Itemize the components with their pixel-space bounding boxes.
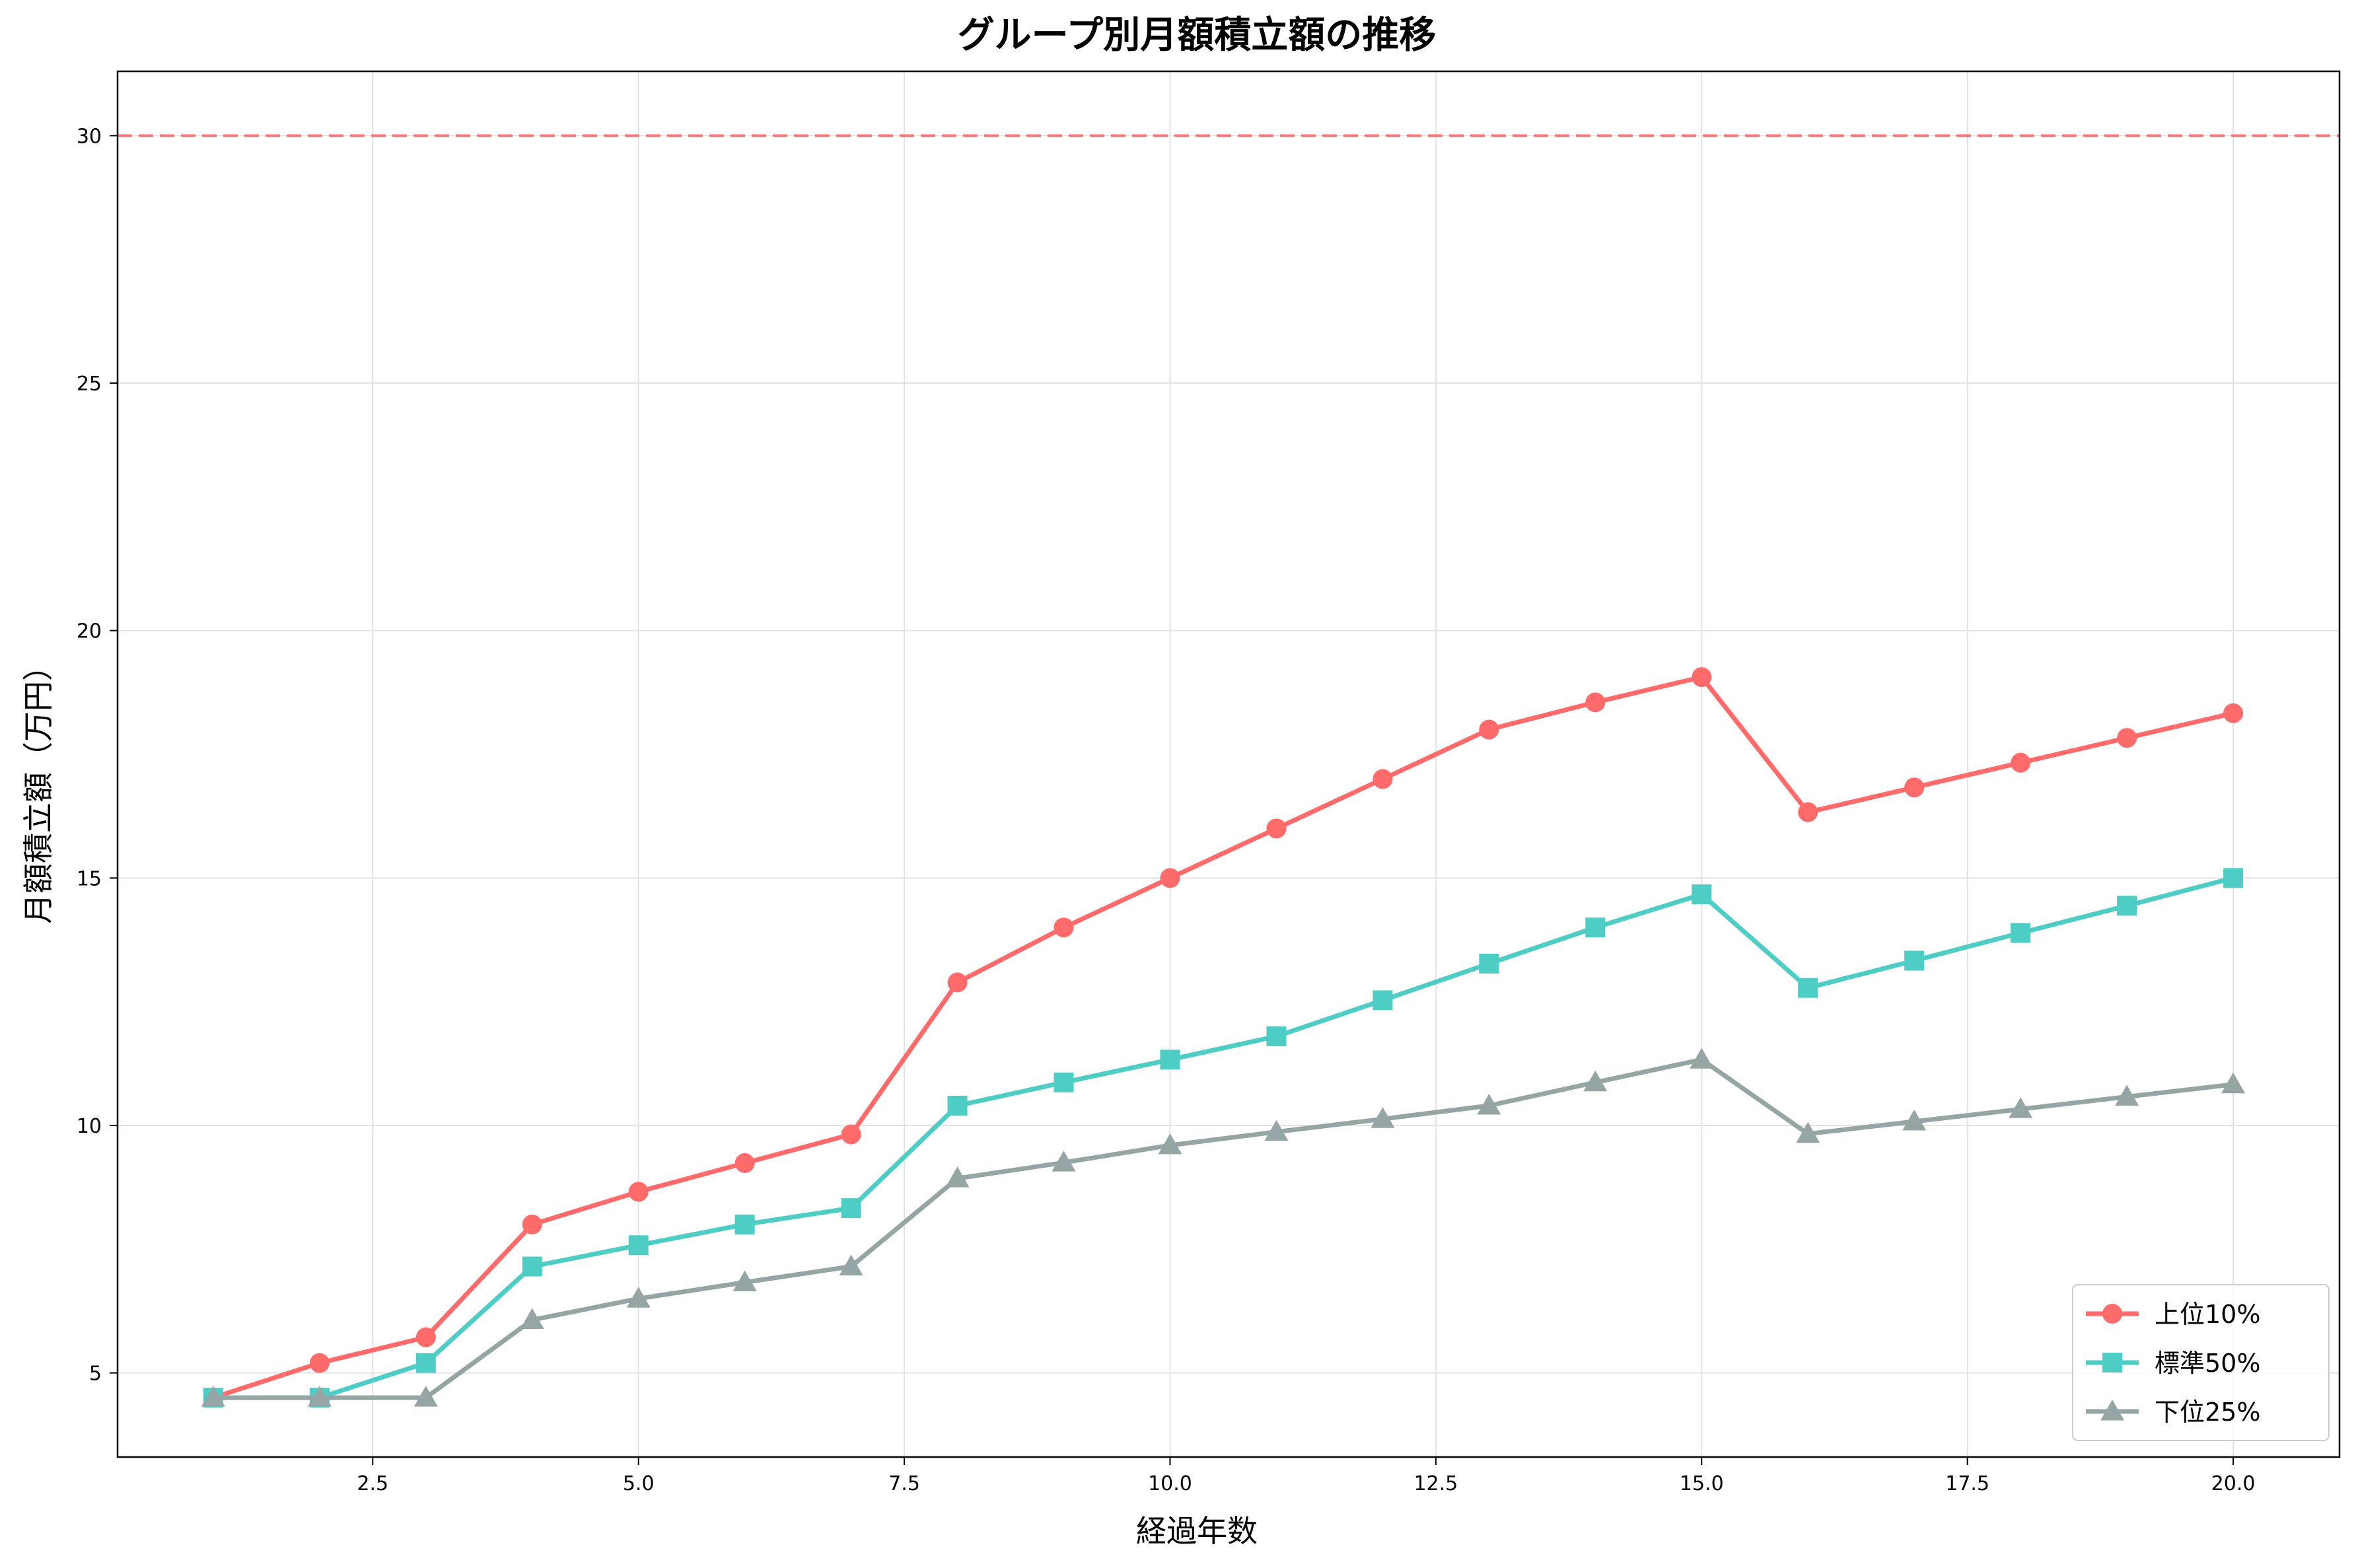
data-point bbox=[1585, 692, 1606, 713]
data-point bbox=[1798, 978, 1818, 998]
data-point bbox=[1798, 802, 1818, 822]
legend-item: 下位25% bbox=[2086, 1398, 2260, 1427]
y-tick-label: 10 bbox=[77, 1115, 102, 1138]
data-point bbox=[1373, 769, 1393, 789]
y-tick-label: 20 bbox=[77, 620, 102, 643]
legend-label: 上位10% bbox=[2155, 1300, 2260, 1329]
data-point bbox=[1583, 1070, 1608, 1092]
data-point bbox=[2117, 728, 2137, 748]
data-point bbox=[1373, 990, 1393, 1011]
data-point bbox=[2102, 1304, 2122, 1324]
data-point bbox=[201, 1386, 225, 1407]
data-point bbox=[2117, 896, 2137, 916]
data-point bbox=[734, 1153, 755, 1173]
data-point bbox=[522, 1256, 542, 1277]
data-point bbox=[1160, 868, 1180, 888]
data-point bbox=[2221, 1072, 2246, 1094]
data-point bbox=[1477, 1094, 1501, 1115]
data-point bbox=[1692, 667, 1712, 688]
x-tick-label: 12.5 bbox=[1413, 1472, 1458, 1495]
data-point bbox=[1585, 917, 1606, 938]
data-point bbox=[841, 1124, 861, 1145]
data-point bbox=[520, 1308, 544, 1329]
data-point bbox=[1904, 950, 1925, 971]
data-point bbox=[2223, 703, 2244, 723]
series-group bbox=[201, 667, 2246, 1408]
data-point bbox=[1054, 1072, 1074, 1092]
data-point bbox=[1902, 1109, 1927, 1131]
series-line bbox=[211, 674, 2236, 1400]
y-tick-label: 5 bbox=[89, 1363, 102, 1386]
x-tick-label: 20.0 bbox=[2211, 1472, 2256, 1495]
data-point bbox=[522, 1214, 542, 1234]
data-point bbox=[1266, 818, 1287, 839]
x-axis-title: 経過年数 bbox=[1136, 1513, 1258, 1549]
x-tick-label: 5.0 bbox=[623, 1472, 655, 1495]
data-point bbox=[945, 1166, 970, 1188]
x-tick-label: 10.0 bbox=[1148, 1472, 1192, 1495]
x-tick-label: 2.5 bbox=[357, 1472, 388, 1495]
data-point bbox=[2011, 923, 2031, 943]
data-point bbox=[628, 1182, 649, 1202]
axis-ticks: 2.5 5.0 7.5 10.0 12.5 15.0 17.5 20.0 5 10 15 20 25 30 bbox=[77, 125, 2256, 1495]
x-tick-label: 7.5 bbox=[888, 1472, 920, 1495]
series-1 bbox=[203, 667, 2244, 1408]
data-point bbox=[1371, 1107, 1395, 1128]
data-point bbox=[732, 1270, 757, 1292]
legend-item: 標準50% bbox=[2086, 1349, 2260, 1378]
data-point bbox=[1479, 953, 1499, 974]
data-point bbox=[2009, 1097, 2033, 1118]
data-point bbox=[1264, 1120, 1289, 1141]
x-tick-label: 15.0 bbox=[1680, 1472, 1724, 1495]
data-point bbox=[628, 1235, 649, 1256]
data-point bbox=[2011, 752, 2031, 773]
y-axis-title: 月額積立額（万円） bbox=[20, 651, 56, 924]
data-point bbox=[839, 1254, 863, 1276]
legend-label: 下位25% bbox=[2155, 1398, 2260, 1427]
data-point bbox=[2102, 1353, 2122, 1372]
legend-box bbox=[2072, 1284, 2330, 1441]
data-point bbox=[1796, 1122, 1820, 1143]
plot-frame bbox=[116, 70, 2341, 1458]
series-line bbox=[211, 1057, 2236, 1400]
data-point bbox=[1692, 884, 1712, 905]
chart-title: グループ別月額積立額の推移 bbox=[958, 14, 1437, 57]
legend: 上位10% 標準50% 下位25% bbox=[2072, 1284, 2330, 1441]
data-point bbox=[2115, 1085, 2139, 1106]
data-point bbox=[947, 972, 968, 993]
data-point bbox=[309, 1353, 330, 1373]
data-point bbox=[947, 1096, 968, 1116]
series-line bbox=[211, 875, 2236, 1400]
legend-label: 標準50% bbox=[2155, 1349, 2260, 1378]
y-tick-label: 25 bbox=[77, 373, 102, 396]
data-point bbox=[2100, 1400, 2124, 1421]
data-point bbox=[415, 1327, 436, 1347]
data-point bbox=[1158, 1133, 1182, 1155]
data-point bbox=[841, 1198, 861, 1219]
data-point bbox=[734, 1214, 755, 1234]
data-point bbox=[413, 1386, 438, 1407]
data-point bbox=[1266, 1026, 1287, 1047]
data-point bbox=[415, 1353, 436, 1373]
data-point bbox=[1054, 917, 1074, 938]
data-point bbox=[1052, 1151, 1076, 1172]
x-tick-label: 17.5 bbox=[1945, 1472, 1989, 1495]
data-point bbox=[1690, 1048, 1714, 1069]
y-tick-label: 15 bbox=[77, 867, 102, 890]
data-point bbox=[1479, 719, 1499, 740]
data-point bbox=[1160, 1050, 1180, 1070]
legend-item: 上位10% bbox=[2086, 1300, 2260, 1329]
y-tick-label: 30 bbox=[77, 125, 102, 148]
data-point bbox=[2223, 868, 2244, 888]
data-point bbox=[1904, 777, 1925, 798]
data-point bbox=[307, 1386, 332, 1407]
series-2 bbox=[203, 868, 2244, 1408]
data-point bbox=[626, 1287, 651, 1308]
series-3 bbox=[201, 1048, 2246, 1407]
